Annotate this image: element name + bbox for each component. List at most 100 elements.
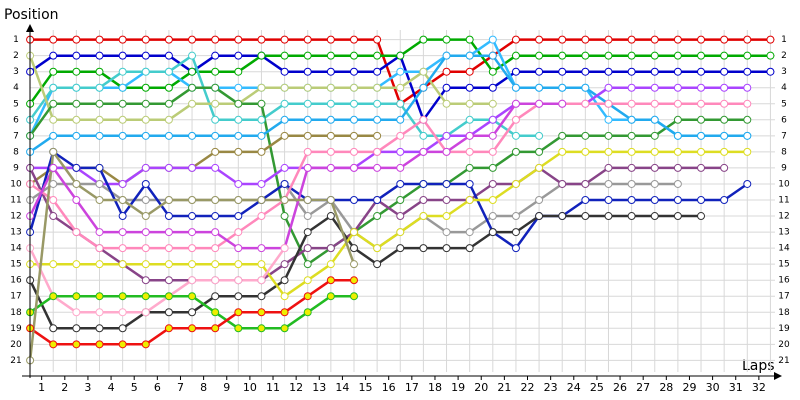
lap-marker [396, 212, 405, 221]
lap-marker [465, 99, 474, 108]
lap-marker [326, 196, 335, 204]
lap-marker [465, 244, 474, 253]
y-tick-label: 3 [13, 67, 19, 77]
lap-marker [465, 35, 474, 44]
lap-marker [326, 212, 335, 221]
lap-marker [349, 147, 358, 156]
lap-marker [419, 83, 428, 92]
lap-marker [72, 228, 81, 237]
y-tick-label-right: 16 [778, 276, 790, 286]
lap-marker [49, 292, 58, 301]
y-tick-label-right: 4 [781, 83, 787, 93]
lap-marker [188, 260, 197, 269]
lap-marker [373, 131, 382, 140]
lap-marker [211, 276, 220, 285]
lap-marker [442, 212, 451, 221]
lap-marker [535, 131, 544, 140]
y-tick-label-right: 6 [781, 115, 787, 125]
lap-marker [211, 244, 220, 253]
lap-marker [720, 163, 729, 172]
series-line [29, 134, 378, 186]
lap-marker [604, 147, 613, 156]
lap-marker [72, 260, 81, 269]
x-tick-label: 4 [108, 381, 115, 394]
lap-marker [141, 260, 150, 269]
lap-marker [257, 308, 266, 317]
lap-marker [558, 99, 567, 108]
lap-marker [373, 99, 382, 108]
y-tick-label: 12 [10, 212, 21, 222]
lap-marker [280, 99, 289, 108]
lap-marker [488, 212, 497, 221]
lap-marker [95, 115, 104, 124]
lap-marker [164, 244, 173, 253]
lap-marker [326, 147, 335, 156]
lap-marker [535, 163, 544, 172]
lap-marker [303, 51, 312, 60]
lap-marker [511, 228, 520, 237]
lap-marker [627, 179, 636, 188]
lap-marker [465, 196, 474, 204]
y-tick-label-right: 12 [778, 212, 789, 222]
lap-marker [349, 163, 358, 172]
lap-marker [211, 51, 220, 60]
lap-marker [650, 196, 659, 204]
lap-marker [72, 179, 81, 188]
lap-marker [604, 212, 613, 221]
lap-marker [326, 67, 335, 76]
lap-marker [211, 147, 220, 156]
lap-marker [697, 115, 706, 124]
lap-marker [141, 163, 150, 172]
lap-marker [49, 196, 58, 204]
lap-marker [164, 228, 173, 237]
lap-marker [280, 51, 289, 60]
y-tick-label: 20 [10, 340, 22, 350]
y-tick-label: 13 [10, 228, 21, 238]
y-tick-label: 16 [10, 276, 22, 286]
lap-marker [72, 99, 81, 108]
lap-marker [234, 67, 243, 76]
y-tick-label: 2 [13, 51, 19, 61]
lap-marker [465, 83, 474, 92]
x-tick-label: 23 [544, 381, 558, 394]
lap-marker [118, 324, 127, 333]
lap-marker [188, 99, 197, 108]
lap-marker [604, 67, 613, 76]
lap-marker [234, 35, 243, 44]
lap-marker [257, 131, 266, 140]
lap-marker [650, 115, 659, 124]
lap-marker [349, 276, 358, 285]
y-tick-label-right: 2 [781, 51, 787, 61]
series-layer [26, 35, 775, 365]
y-tick-label: 7 [13, 131, 19, 141]
y-tick-label-right: 3 [781, 67, 787, 77]
lap-marker [442, 228, 451, 237]
lap-marker [465, 228, 474, 237]
lap-marker [535, 83, 544, 92]
lap-marker [349, 51, 358, 60]
lap-marker [118, 99, 127, 108]
lap-marker [257, 51, 266, 60]
lap-marker [511, 179, 520, 188]
x-axis-arrow [774, 372, 782, 380]
y-tick-label-right: 5 [781, 99, 787, 109]
lap-marker [49, 99, 58, 108]
lap-marker [49, 260, 58, 269]
lap-marker [465, 67, 474, 76]
lap-marker [673, 35, 682, 44]
lap-marker [465, 179, 474, 188]
y-tick-label: 5 [13, 99, 19, 109]
lap-marker [234, 228, 243, 237]
lap-marker [118, 179, 127, 188]
lap-marker [303, 83, 312, 92]
lap-marker [604, 51, 613, 60]
lap-marker [511, 83, 520, 92]
lap-marker [72, 308, 81, 317]
lap-marker [650, 51, 659, 60]
x-tick-label: 19 [451, 381, 465, 394]
lap-marker [650, 163, 659, 172]
lap-marker [442, 51, 451, 60]
x-tick-label: 11 [266, 381, 280, 394]
y-tick-label-right: 1 [781, 35, 787, 45]
lap-marker [326, 131, 335, 140]
